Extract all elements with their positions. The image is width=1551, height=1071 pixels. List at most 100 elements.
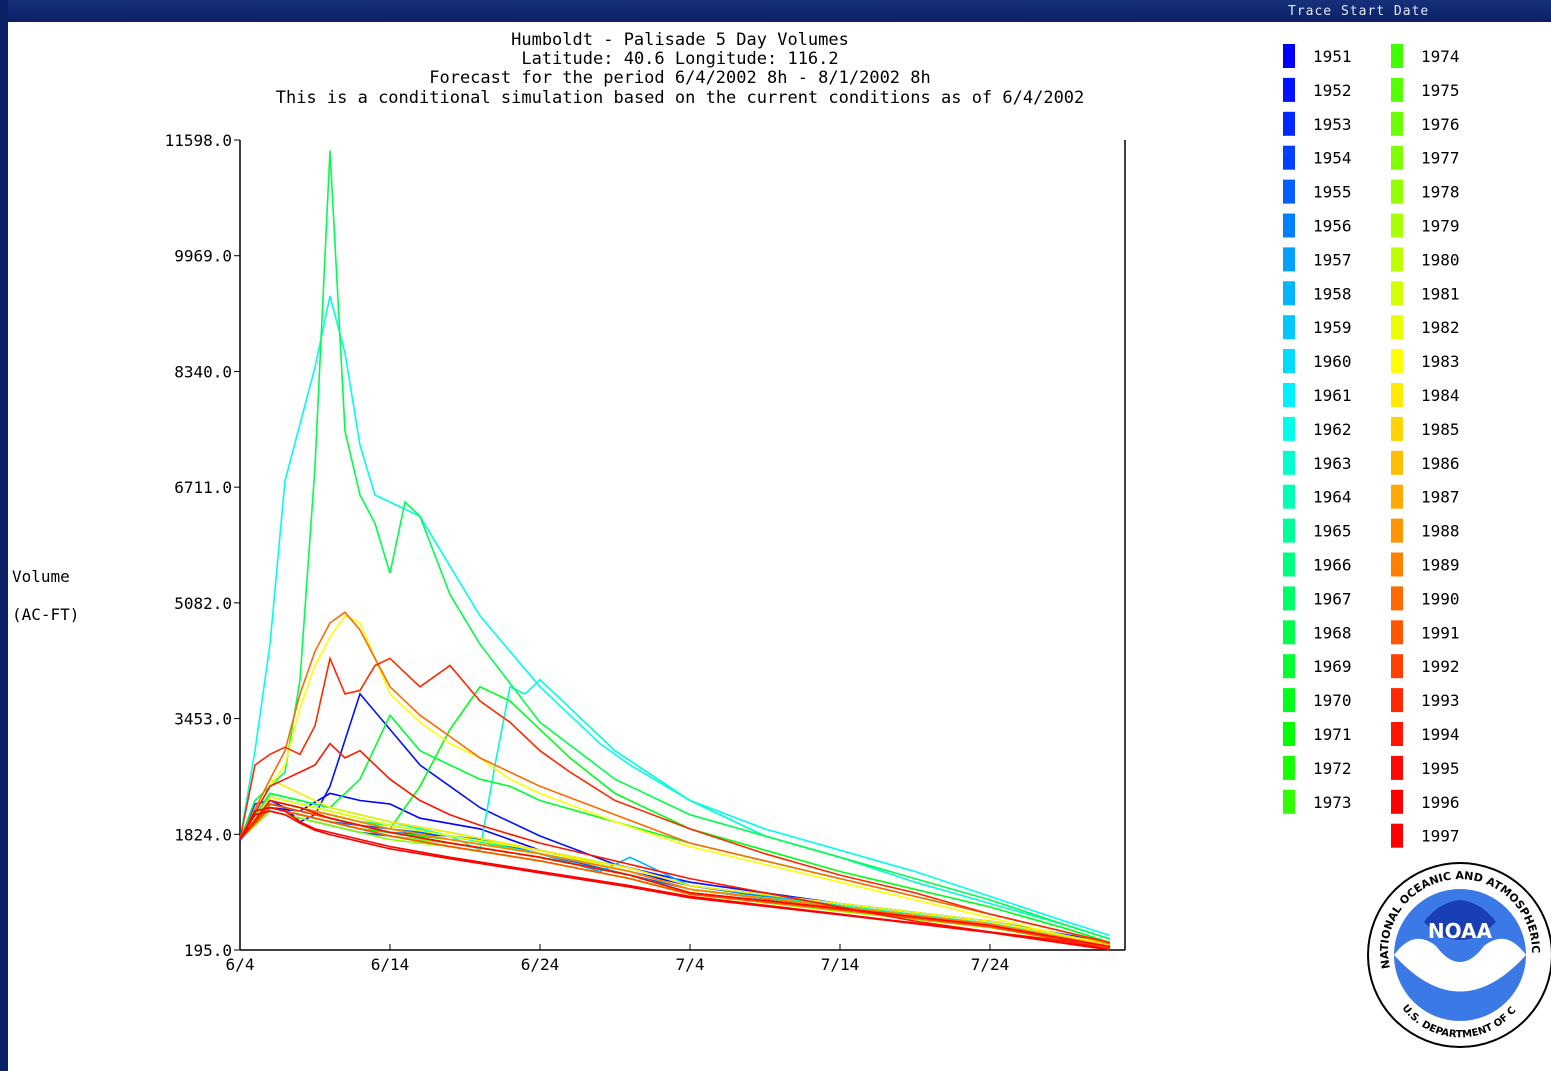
legend-swatch-1959 <box>1283 315 1295 339</box>
legend-label-1961: 1961 <box>1313 386 1352 405</box>
legend-swatch-1988 <box>1391 519 1403 543</box>
legend-swatch-1967 <box>1283 586 1295 610</box>
x-tick-label: 7/4 <box>676 955 705 974</box>
legend-label-1952: 1952 <box>1313 81 1352 100</box>
legend-swatch-1993 <box>1391 688 1403 712</box>
y-tick-label: 5082.0 <box>174 594 232 613</box>
legend-label-1992: 1992 <box>1421 657 1460 676</box>
svg-text:NOAA: NOAA <box>1428 919 1493 943</box>
x-tick-label: 7/24 <box>971 955 1010 974</box>
y-tick-label: 9969.0 <box>174 247 232 266</box>
legend-swatch-1953 <box>1283 112 1295 136</box>
legend-label-1991: 1991 <box>1421 623 1460 642</box>
legend-swatch-1978 <box>1391 180 1403 204</box>
legend-label-1980: 1980 <box>1421 250 1460 269</box>
legend-swatch-1980 <box>1391 247 1403 271</box>
legend-label-1959: 1959 <box>1313 318 1352 337</box>
y-tick-label: 1824.0 <box>174 825 232 844</box>
legend-swatch-1995 <box>1391 756 1403 780</box>
y-axis-ticks: 195.01824.03453.05082.06711.08340.09969.… <box>165 131 240 960</box>
chart-title-line: Latitude: 40.6 Longitude: 116.2 <box>521 49 838 69</box>
legend-label-1965: 1965 <box>1313 522 1352 541</box>
x-tick-label: 7/14 <box>821 955 860 974</box>
legend-swatch-1983 <box>1391 349 1403 373</box>
y-tick-label: 6711.0 <box>174 478 232 497</box>
legend-label-1967: 1967 <box>1313 589 1352 608</box>
legend-label-1990: 1990 <box>1421 589 1460 608</box>
legend-label-1971: 1971 <box>1313 725 1352 744</box>
legend-swatch-1964 <box>1283 485 1295 509</box>
legend-swatch-1974 <box>1391 44 1403 68</box>
legend-swatch-1971 <box>1283 722 1295 746</box>
legend-label-1953: 1953 <box>1313 115 1352 134</box>
legend-swatch-1972 <box>1283 756 1295 780</box>
legend-label-1974: 1974 <box>1421 47 1460 66</box>
chart-titles: Humboldt - Palisade 5 Day VolumesLatitud… <box>276 30 1085 108</box>
legend-label-1954: 1954 <box>1313 149 1352 168</box>
legend-label-1951: 1951 <box>1313 47 1352 66</box>
legend-label-1955: 1955 <box>1313 183 1352 202</box>
legend-swatch-1992 <box>1391 654 1403 678</box>
legend-label-1963: 1963 <box>1313 454 1352 473</box>
series-line-1963 <box>240 680 1110 939</box>
legend-swatch-1951 <box>1283 44 1295 68</box>
legend-label-1983: 1983 <box>1421 352 1460 371</box>
legend-label-1970: 1970 <box>1313 691 1352 710</box>
series-line-1970 <box>240 687 1110 943</box>
legend-label-1993: 1993 <box>1421 691 1460 710</box>
legend-swatch-1957 <box>1283 247 1295 271</box>
y-axis-label: Volume (AC-FT) <box>12 567 79 624</box>
legend-swatch-1984 <box>1391 383 1403 407</box>
legend-swatch-1956 <box>1283 214 1295 238</box>
series-line-1984 <box>240 779 1110 944</box>
legend-swatch-1985 <box>1391 417 1403 441</box>
legend-label-1987: 1987 <box>1421 488 1460 507</box>
legend-label-1960: 1960 <box>1313 352 1352 371</box>
chart-title-line: Forecast for the period 6/4/2002 8h - 8/… <box>429 68 931 88</box>
legend-label-1995: 1995 <box>1421 759 1460 778</box>
x-tick-label: 6/4 <box>226 955 255 974</box>
legend-label-1977: 1977 <box>1421 149 1460 168</box>
legend-swatch-1977 <box>1391 146 1403 170</box>
legend-label-1956: 1956 <box>1313 217 1352 236</box>
legend-swatch-1970 <box>1283 688 1295 712</box>
legend-swatch-1989 <box>1391 553 1403 577</box>
legend-swatch-1955 <box>1283 180 1295 204</box>
legend-swatch-1994 <box>1391 722 1403 746</box>
series-lines <box>240 151 1110 951</box>
legend-label-1981: 1981 <box>1421 284 1460 303</box>
noaa-logo: NOAA NATIONAL OCEANIC AND ATMOSPHERIC U.… <box>1366 858 1551 1058</box>
legend-swatch-1952 <box>1283 78 1295 102</box>
legend-label-1985: 1985 <box>1421 420 1460 439</box>
legend-label-1968: 1968 <box>1313 623 1352 642</box>
legend-swatch-1963 <box>1283 451 1295 475</box>
legend-label-1986: 1986 <box>1421 454 1460 473</box>
legend-swatch-1961 <box>1283 383 1295 407</box>
legend-label-1984: 1984 <box>1421 386 1460 405</box>
legend-label-1966: 1966 <box>1313 556 1352 575</box>
legend-swatch-1968 <box>1283 620 1295 644</box>
legend-label-1988: 1988 <box>1421 522 1460 541</box>
legend-label-1976: 1976 <box>1421 115 1460 134</box>
legend-label-1972: 1972 <box>1313 759 1352 778</box>
legend-swatch-1958 <box>1283 281 1295 305</box>
legend-label-1989: 1989 <box>1421 556 1460 575</box>
legend-swatch-1997 <box>1391 824 1403 848</box>
y-tick-label: 8340.0 <box>174 362 232 381</box>
x-tick-label: 6/24 <box>521 955 560 974</box>
legend-swatch-1991 <box>1391 620 1403 644</box>
legend-swatch-1966 <box>1283 553 1295 577</box>
legend-label-1997: 1997 <box>1421 827 1460 846</box>
legend-label-1978: 1978 <box>1421 183 1460 202</box>
chart-title-line: Humboldt - Palisade 5 Day Volumes <box>511 30 849 50</box>
legend-swatch-1973 <box>1283 790 1295 814</box>
legend-label-1969: 1969 <box>1313 657 1352 676</box>
legend-swatch-1986 <box>1391 451 1403 475</box>
y-tick-label: 11598.0 <box>165 131 232 150</box>
y-tick-label: 3453.0 <box>174 710 232 729</box>
y-axis-label-line: (AC-FT) <box>12 605 79 624</box>
legend-label-1964: 1964 <box>1313 488 1352 507</box>
y-axis-label-line: Volume <box>12 567 70 586</box>
legend-label-1962: 1962 <box>1313 420 1352 439</box>
legend-label-1975: 1975 <box>1421 81 1460 100</box>
